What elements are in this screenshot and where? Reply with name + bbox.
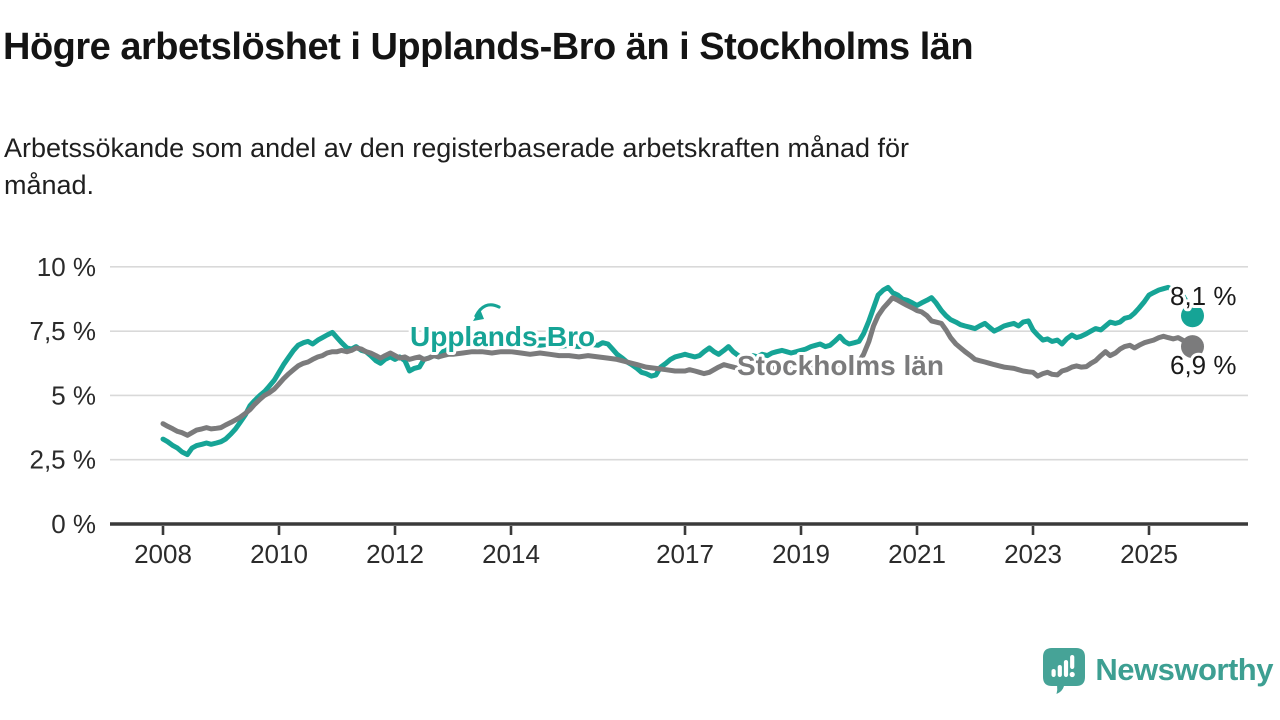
x-tick-label: 2023: [1004, 539, 1062, 569]
page-subtitle: Arbetssökande som andel av den registerb…: [4, 130, 1224, 205]
x-tick-label: 2021: [888, 539, 946, 569]
series-end-dot-stockholms-lan: [1181, 335, 1204, 359]
newsworthy-logo-text: Newsworthy: [1095, 652, 1273, 687]
newsworthy-logo: Newsworthy: [1042, 646, 1273, 694]
gridlines: [110, 266, 1248, 461]
x-tick-label: 2008: [134, 539, 192, 569]
x-tick-label: 2014: [482, 539, 540, 569]
x-tick-label: 2012: [366, 539, 424, 569]
label-pointer-arrowhead-icon: [473, 309, 484, 321]
annotations: Upplands-Bro Stockholms län 8,1 % 6,9 %: [407, 278, 1240, 384]
series-end-dot-upplands-bro: [1181, 304, 1204, 328]
series-line-upplands-bro: [160, 284, 1195, 458]
series-line-stockholms-lan: [160, 295, 1195, 438]
x-tick-label: 2025: [1120, 539, 1178, 569]
end-value-label-stockholms-lan: 6,9 %: [1170, 350, 1237, 380]
data-series: [160, 284, 1204, 458]
subtitle-line-1: Arbetssökande som andel av den registerb…: [4, 133, 910, 163]
axes: 0 % 2,5 % 5 % 7,5 % 10 % 2008 2010 2012 2014 2017…: [30, 252, 1248, 569]
series-label-upplands-bro: Upplands-Bro: [410, 321, 595, 352]
subtitle-line-2: månad.: [4, 170, 95, 201]
newsworthy-logo-icon: [1043, 648, 1086, 694]
series-label-stockholms-lan: Stockholms län: [737, 350, 944, 381]
x-tick-label: 2010: [250, 539, 308, 569]
y-tick-label: 0 %: [51, 509, 96, 539]
y-tick-label: 5 %: [51, 380, 96, 410]
y-tick-label: 7,5 %: [30, 316, 97, 346]
y-tick-label: 2,5 %: [30, 445, 97, 475]
y-tick-label: 10 %: [37, 252, 96, 282]
x-tick-label: 2017: [656, 539, 714, 569]
x-tick-label: 2019: [772, 539, 830, 569]
end-value-label-upplands-bro: 8,1 %: [1170, 281, 1237, 311]
page-title: Högre arbetslöshet i Upplands-Bro än i S…: [3, 26, 974, 68]
